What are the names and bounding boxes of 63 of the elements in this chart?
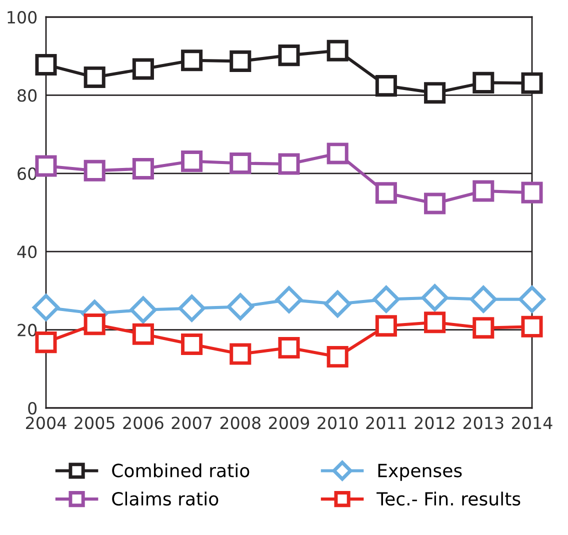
point — [372, 286, 400, 313]
x-tick-label: 2010 — [318, 416, 358, 430]
point — [84, 66, 106, 88]
point — [132, 158, 154, 180]
point — [35, 54, 57, 76]
point — [181, 50, 203, 72]
point — [130, 296, 157, 324]
point — [472, 180, 494, 202]
x-tick-label: 2014 — [512, 416, 552, 430]
x-tick-label: 2008 — [220, 416, 260, 430]
legend-label: Expenses — [378, 464, 462, 481]
x-tick-label: 2005 — [74, 416, 114, 430]
point — [326, 346, 348, 368]
point — [278, 337, 300, 359]
point — [84, 160, 106, 182]
y-tick-label: 0 — [28, 402, 37, 415]
point — [470, 286, 497, 313]
point — [181, 150, 203, 172]
x-tick-label: 2012 — [414, 416, 454, 430]
y-tick-label: 80 — [18, 89, 37, 102]
point — [472, 72, 494, 94]
x-tick-label: 2006 — [123, 416, 164, 430]
point — [375, 182, 397, 204]
point — [278, 153, 300, 175]
point — [230, 50, 252, 72]
x-tick-label: 2004 — [26, 416, 66, 430]
point — [35, 332, 57, 354]
point — [326, 40, 348, 62]
point — [521, 316, 543, 338]
point — [424, 192, 446, 214]
point — [275, 286, 303, 314]
point — [521, 182, 543, 204]
point — [132, 58, 154, 80]
point — [326, 142, 348, 164]
point — [324, 290, 352, 318]
point — [472, 317, 494, 339]
y-tick-label: 40 — [17, 246, 37, 258]
legend-label: Combined ratio — [112, 463, 250, 478]
point — [424, 82, 446, 104]
point — [84, 314, 106, 336]
point — [226, 293, 254, 320]
point — [181, 334, 203, 356]
point — [278, 44, 300, 66]
point — [35, 155, 57, 177]
point — [230, 343, 252, 365]
point — [230, 152, 252, 174]
point — [32, 294, 60, 322]
legend-label: Claims ratio — [112, 492, 218, 506]
y-tick-label: 20 — [18, 324, 37, 336]
point — [518, 286, 546, 313]
point — [421, 284, 448, 312]
point — [132, 323, 154, 345]
x-tick-label: 2007 — [172, 416, 212, 430]
point — [375, 75, 397, 97]
x-tick-label: 2009 — [269, 416, 310, 430]
x-tick-label: 2011 — [366, 416, 406, 430]
x-tick-label: 2013 — [463, 416, 504, 430]
point — [424, 312, 446, 334]
point — [178, 294, 206, 322]
point — [521, 72, 543, 94]
point — [375, 315, 397, 337]
legend-label: Tec.- Fin. results — [376, 492, 520, 506]
y-tick-label: 100 — [8, 10, 37, 24]
